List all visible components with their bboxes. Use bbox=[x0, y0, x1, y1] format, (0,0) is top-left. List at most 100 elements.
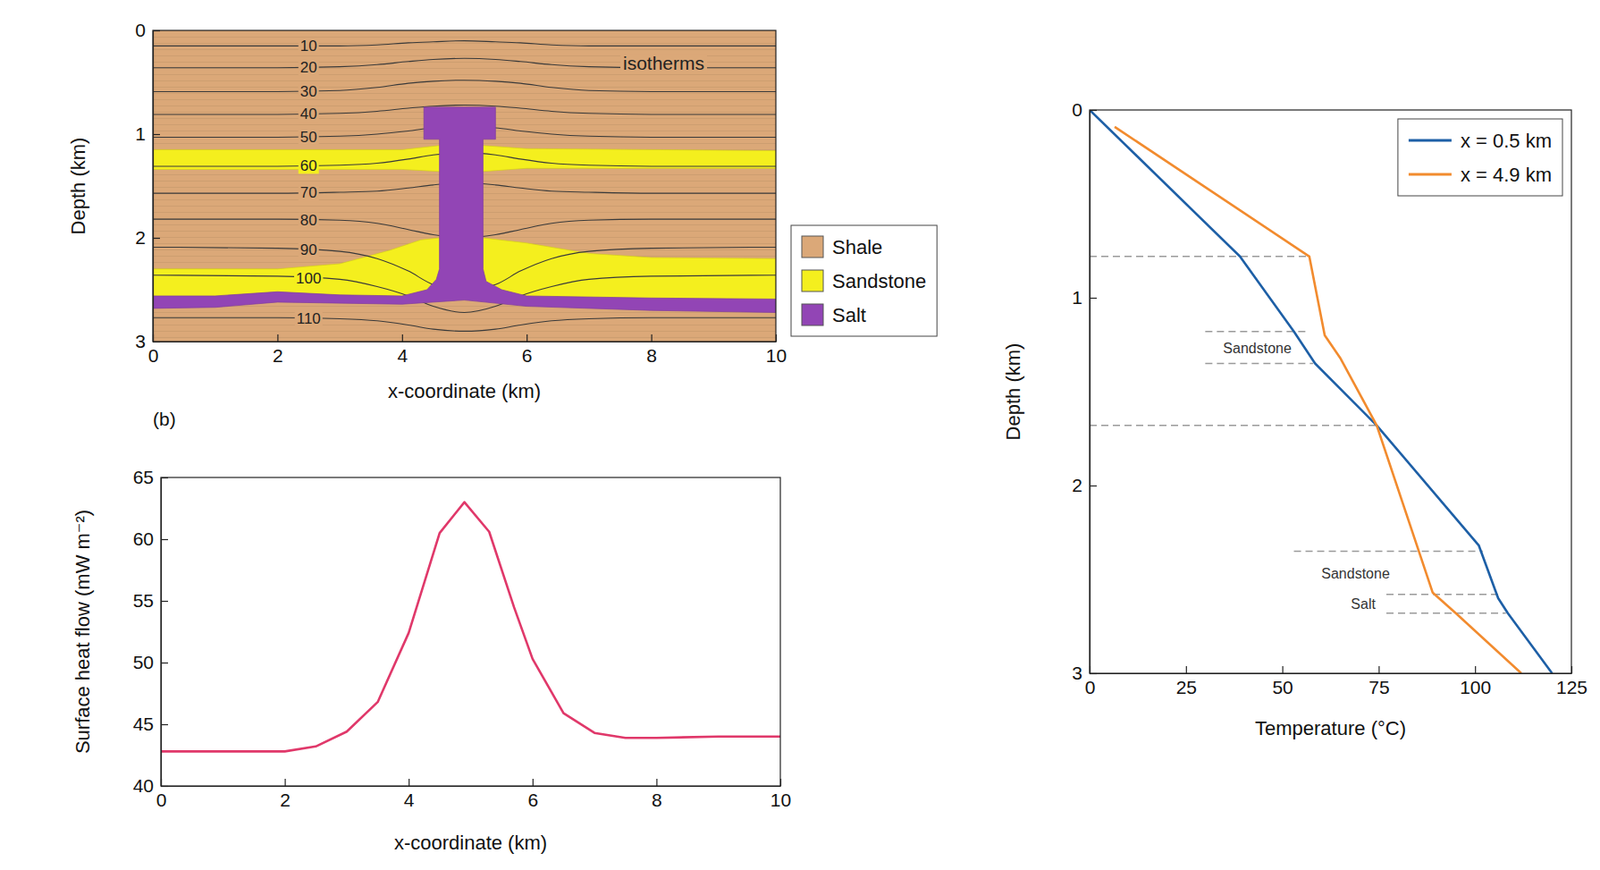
tick: 65 bbox=[133, 466, 169, 488]
tick-label: 125 bbox=[1556, 676, 1588, 698]
tick-label: 55 bbox=[133, 589, 154, 611]
tick: 8 bbox=[651, 778, 663, 810]
depth-marker bbox=[1204, 330, 1306, 332]
tick: 4 bbox=[404, 778, 415, 810]
tick: 6 bbox=[522, 334, 533, 366]
figure: 02468100123x-coordinate (km)Depth (km)10… bbox=[0, 0, 1600, 870]
plot-area bbox=[152, 30, 776, 342]
legend-box bbox=[791, 225, 937, 337]
tick-mark bbox=[1281, 665, 1283, 674]
label-patch bbox=[298, 38, 320, 54]
legend: ShaleSandstoneSalt bbox=[791, 225, 937, 337]
axis-line bbox=[153, 341, 777, 343]
tick: 0 bbox=[1071, 99, 1097, 120]
annotation: Sandstone bbox=[1222, 340, 1292, 356]
legend-key bbox=[1408, 139, 1452, 143]
tick-label: 45 bbox=[133, 713, 154, 734]
axis-title: Depth (km) bbox=[1002, 343, 1025, 441]
tick: 50 bbox=[133, 651, 169, 673]
axis-title: x-coordinate (km) bbox=[394, 831, 548, 854]
depth-marker bbox=[1294, 550, 1483, 552]
tick-label: 4 bbox=[404, 789, 415, 810]
tick: 75 bbox=[1368, 665, 1390, 698]
layer-body bbox=[152, 107, 776, 313]
tick-mark bbox=[1089, 485, 1097, 487]
tick-label: 4 bbox=[396, 345, 408, 366]
tick-label: 2 bbox=[1071, 474, 1083, 496]
tick-label: 8 bbox=[651, 789, 663, 810]
legend: x = 0.5 kmx = 4.9 km bbox=[1397, 118, 1563, 196]
data-line bbox=[160, 502, 781, 752]
tick-label: 60 bbox=[133, 528, 154, 549]
isotherms bbox=[152, 41, 776, 332]
isotherm-label: 100 bbox=[295, 269, 321, 287]
tick: 6 bbox=[527, 778, 539, 810]
plot-frame bbox=[152, 30, 776, 342]
label-patch bbox=[298, 106, 320, 122]
tick-label: 40 bbox=[133, 774, 154, 796]
label-patch bbox=[298, 185, 320, 201]
depth-marker bbox=[1089, 255, 1310, 257]
y-axis: 0 1 2 3 bbox=[1071, 99, 1097, 683]
tick-mark bbox=[780, 778, 782, 786]
x-axis: 0255075100125 bbox=[1085, 665, 1588, 698]
tick-label: 0 bbox=[156, 789, 168, 810]
tick-mark bbox=[408, 778, 410, 786]
legend-key bbox=[801, 235, 824, 258]
legend-key bbox=[801, 269, 824, 292]
tick: 10 bbox=[766, 334, 787, 366]
legend-label: Shale bbox=[832, 235, 883, 259]
tick-mark bbox=[1378, 665, 1380, 674]
isotherm-label: 70 bbox=[300, 184, 318, 202]
tick: 8 bbox=[646, 334, 657, 366]
tick-mark bbox=[1474, 665, 1476, 674]
axis-line bbox=[1089, 110, 1091, 674]
annotation: isotherms bbox=[623, 52, 705, 74]
tick-label: 10 bbox=[770, 789, 792, 810]
tick-label: 0 bbox=[1071, 99, 1083, 120]
tick-label: 1 bbox=[134, 123, 146, 144]
axis-title: x-coordinate (km) bbox=[387, 379, 541, 403]
tick-mark bbox=[160, 600, 169, 602]
tick: 2 bbox=[1071, 474, 1097, 496]
tick: 3 bbox=[1071, 662, 1097, 683]
tick-mark bbox=[152, 134, 160, 135]
legend-key bbox=[1408, 173, 1452, 177]
depth-marker bbox=[1204, 362, 1314, 364]
data-line bbox=[1114, 126, 1522, 674]
legend-box bbox=[1397, 118, 1563, 196]
y-axis: 0123 bbox=[134, 19, 160, 352]
legend-key bbox=[801, 303, 824, 326]
axis-title: Depth (km) bbox=[67, 137, 90, 236]
isotherm-label: 10 bbox=[300, 37, 318, 55]
tick-label: 0 bbox=[148, 345, 160, 366]
isotherm-label: 20 bbox=[300, 58, 318, 76]
tick-label: 50 bbox=[133, 651, 154, 673]
tick: 60 bbox=[133, 528, 169, 549]
isotherm-label: 30 bbox=[300, 83, 318, 101]
axis-line bbox=[152, 31, 154, 343]
legend-label: Salt bbox=[832, 303, 867, 327]
tick-label: 6 bbox=[527, 789, 539, 810]
tick: 55 bbox=[133, 589, 169, 611]
label-patch bbox=[294, 311, 323, 327]
tick: 50 bbox=[1271, 665, 1293, 698]
axis-line bbox=[1090, 673, 1573, 674]
tick-mark bbox=[160, 724, 169, 725]
plot-frame bbox=[1089, 109, 1572, 674]
axis-title: Temperature (°C) bbox=[1254, 716, 1407, 740]
tick: 1 bbox=[134, 123, 160, 144]
tick-mark bbox=[160, 477, 169, 479]
tick-label: 10 bbox=[766, 345, 787, 366]
plot-frame bbox=[160, 477, 781, 786]
tick-mark bbox=[1571, 665, 1573, 674]
tick: 1 bbox=[1071, 286, 1097, 308]
panel-label: (b) bbox=[152, 408, 177, 430]
tick-mark bbox=[277, 334, 278, 342]
axis-line bbox=[160, 478, 162, 787]
y-axis: 40 45 50 55 60 65 bbox=[133, 466, 169, 796]
axis-title: Surface heat flow (mW m⁻²) bbox=[71, 509, 94, 754]
tick-label: 6 bbox=[522, 345, 533, 366]
label-patch bbox=[298, 242, 320, 258]
depth-marker bbox=[1386, 593, 1499, 595]
